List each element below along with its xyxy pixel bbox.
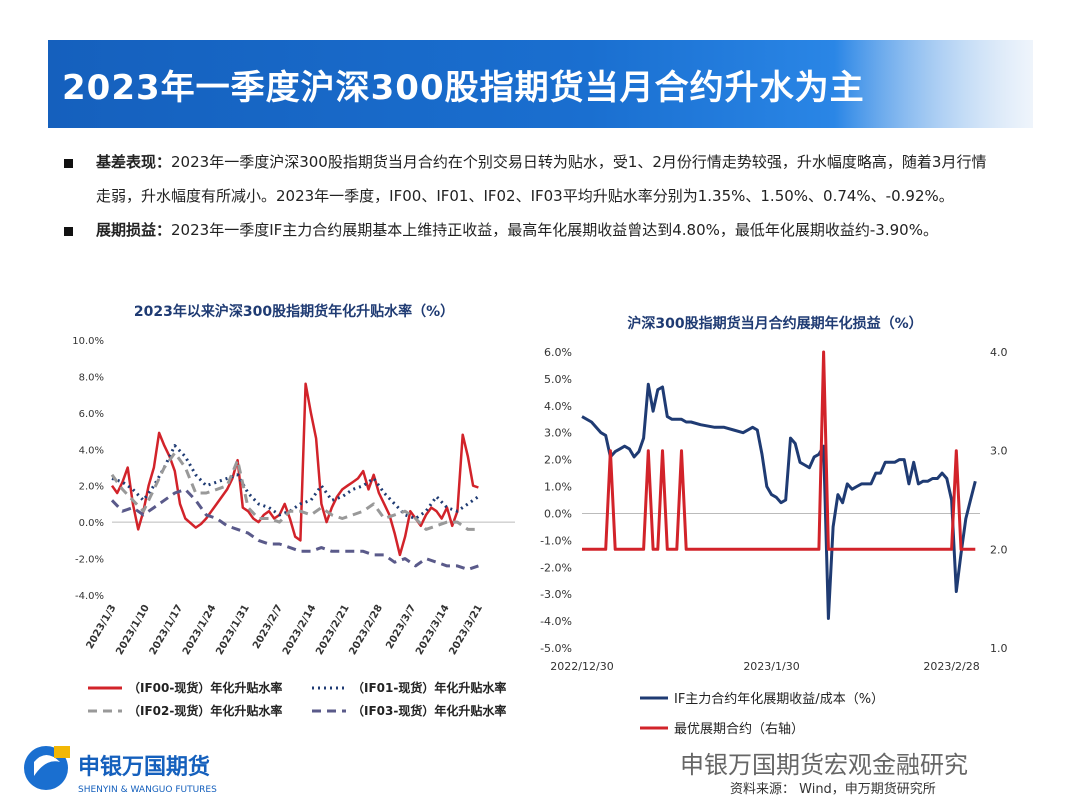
x-tick-label: 2023/2/28 — [348, 603, 386, 657]
chart-title: 2023年以来沪深300股指期货年化升贴水率（%） — [134, 303, 454, 320]
y-tick-label: 3.0% — [544, 427, 572, 440]
y-tick-label: 10.0% — [72, 336, 104, 347]
bullet-text: 2023年一季度沪深300股指期货当月合约在个别交易日转为贴水，受1、2月份行情… — [171, 153, 987, 171]
series-line-2 — [111, 444, 480, 520]
x-tick-label: 2023/1/3 — [85, 603, 119, 651]
x-tick-label: 2022/12/30 — [550, 660, 613, 673]
bullet-label: 基差表现： — [96, 153, 172, 171]
x-tick-label: 2023/1/30 — [743, 660, 799, 673]
y-tick-label: 2.0% — [544, 454, 572, 467]
bullet-text-continued: 走弱，升水幅度有所减小。2023年一季度，IF00、IF01、IF02、IF03… — [96, 187, 954, 205]
y-tick-label: 1.0% — [544, 481, 572, 494]
bullet-list: 基差表现：2023年一季度沪深300股指期货当月合约在个别交易日转为贴水，受1、… — [62, 145, 1037, 247]
bullet-square-icon — [64, 227, 73, 236]
y-tick-label: -4.0% — [75, 591, 104, 602]
y-right-tick-label: 3.0 — [990, 445, 1008, 458]
x-tick-label: 2023/1/31 — [214, 603, 252, 657]
x-tick-label: 2023/1/10 — [114, 603, 152, 657]
chart-roll-return: 沪深300股指期货当月合约展期年化损益（%） 6.0% 5.0% 4.0% 3.0% 2… — [540, 315, 1008, 737]
x-tick-label: 2023/3/14 — [414, 603, 452, 657]
series-line-4 — [110, 487, 479, 571]
y-tick-label: 8.0% — [79, 372, 104, 383]
x-tick-label: 2023/2/14 — [281, 603, 319, 657]
y-right-tick-label: 1.0 — [990, 642, 1008, 655]
chart-title: 沪深300股指期货当月合约展期年化损益（%） — [627, 315, 922, 332]
y-tick-label: -1.0% — [540, 534, 572, 547]
legend-label: （IF00-现货）年化升贴水率 — [128, 680, 282, 695]
bullet-text: 2023年一季度IF主力合约展期基本上维持正收益，最高年化展期收益曾达到4.80… — [171, 221, 938, 239]
x-tick-label: 2023/2/7 — [251, 603, 285, 651]
series-line-1 — [581, 382, 977, 620]
bullet-square-icon — [64, 159, 73, 168]
x-tick-label: 2023/3/7 — [384, 603, 418, 651]
y-tick-label: 6.0% — [544, 346, 572, 359]
y-tick-label: 0.0% — [79, 518, 104, 529]
y-tick-label: 4.0% — [544, 400, 572, 413]
bullet-roll: 展期损益：2023年一季度IF主力合约展期基本上维持正收益，最高年化展期收益曾达… — [62, 213, 1037, 247]
x-tick-label: 2023/1/24 — [181, 603, 219, 657]
x-tick-label: 2023/2/28 — [923, 660, 979, 673]
x-tick-label: 2023/3/21 — [447, 603, 485, 657]
y-tick-label: 6.0% — [79, 409, 104, 420]
header-banner: 2023年一季度沪深300股指期货当月合约升水为主 — [48, 40, 1033, 128]
series-line-1 — [110, 382, 479, 557]
bullet-label: 展期损益： — [96, 221, 172, 239]
x-tick-label: 2023/2/21 — [314, 603, 352, 657]
y-tick-label: -2.0% — [540, 561, 572, 574]
legend-label: IF主力合约年化展期收益/成本（%） — [674, 692, 884, 707]
legend-label: 最优展期合约（右轴） — [674, 722, 804, 737]
x-tick-label: 2023/1/17 — [148, 603, 186, 657]
y-tick-label: 5.0% — [544, 373, 572, 386]
y-tick-label: -5.0% — [540, 642, 572, 655]
source-note: 资料来源： Wind，申万期货研究所 — [730, 782, 936, 797]
chart-basis-rate: 2023年以来沪深300股指期货年化升贴水率（%） 10.0% 8.0% 6.0% 4… — [72, 303, 515, 718]
company-logo: 申银万国期货 SHENYIN & WANGUO FUTURES — [24, 746, 217, 795]
y-right-tick-label: 4.0 — [990, 346, 1008, 359]
page-title: 2023年一季度沪深300股指期货当月合约升水为主 — [62, 68, 865, 108]
logo-en-text: SHENYIN & WANGUO FUTURES — [78, 785, 217, 795]
y-right-tick-label: 2.0 — [990, 543, 1008, 556]
banner-fade — [833, 40, 1033, 128]
legend-label: （IF03-现货）年化升贴水率 — [352, 703, 506, 718]
watermark: 申银万国期货宏观金融研究 — [680, 751, 968, 779]
series-line-2 — [582, 350, 976, 551]
y-tick-label: -4.0% — [540, 615, 572, 628]
logo-cn-text: 申银万国期货 — [78, 754, 210, 780]
y-tick-label: 2.0% — [79, 482, 104, 493]
series-line-3 — [110, 451, 479, 531]
bullet-basis: 基差表现：2023年一季度沪深300股指期货当月合约在个别交易日转为贴水，受1、… — [62, 145, 1037, 179]
y-tick-label: 0.0% — [544, 507, 572, 520]
legend-label: （IF02-现货）年化升贴水率 — [128, 703, 282, 718]
y-tick-label: -3.0% — [540, 588, 572, 601]
y-tick-label: 4.0% — [79, 445, 104, 456]
y-tick-label: -2.0% — [75, 555, 104, 566]
legend-label: （IF01-现货）年化升贴水率 — [352, 680, 506, 695]
